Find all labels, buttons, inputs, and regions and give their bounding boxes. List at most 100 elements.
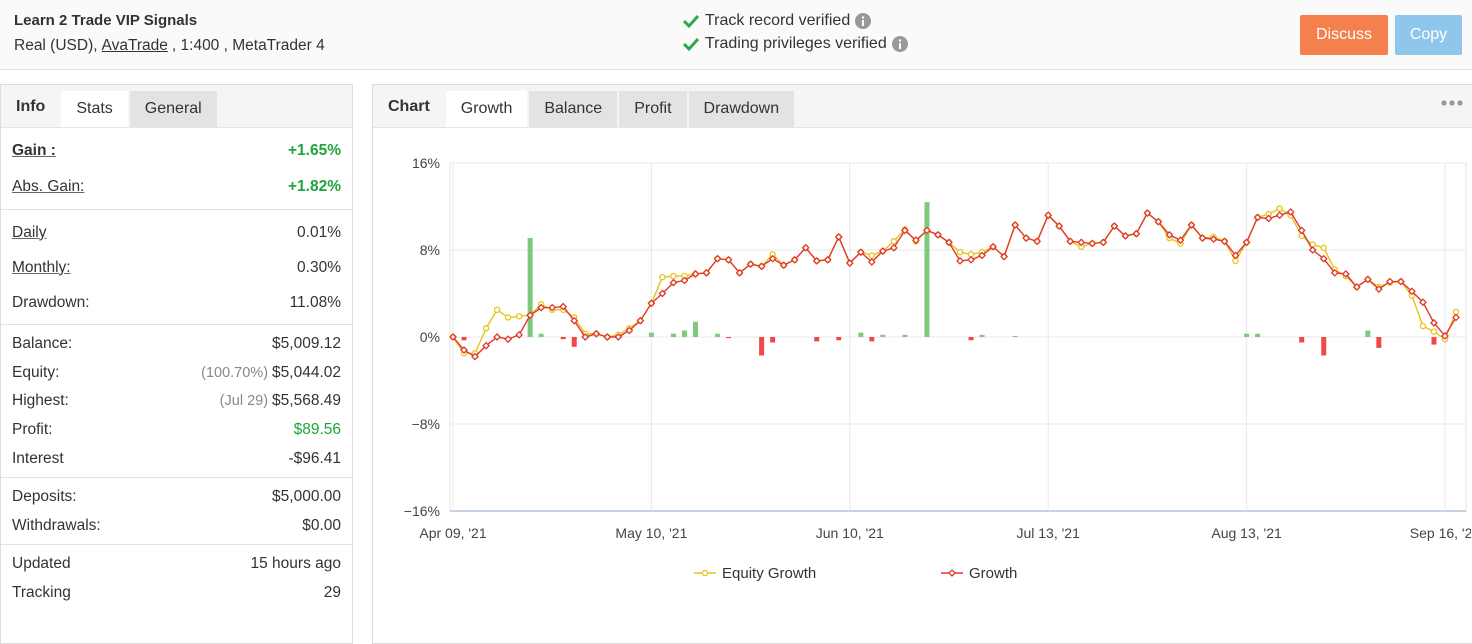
stat-label: Monthly:	[12, 258, 71, 276]
panel-heading[interactable]: Chart	[388, 98, 430, 115]
data-point	[1209, 235, 1218, 244]
data-point	[746, 260, 755, 269]
stats-list: Gain : +1.65% Abs. Gain: +1.82% Daily 0.01% Mo…	[1, 128, 352, 611]
data-point	[1000, 252, 1009, 261]
data-point	[1110, 222, 1119, 230]
x-tick-label: Sep 16, '21	[1410, 525, 1471, 541]
y-tick-label: 16%	[412, 155, 440, 171]
page: Learn 2 Trade VIP Signals Real (USD), Ava…	[0, 12, 1472, 644]
data-point	[1441, 331, 1449, 340]
stats-row: Monthly: 0.30%	[1, 250, 352, 285]
y-tick-label: −8%	[412, 416, 440, 432]
data-point	[989, 242, 997, 251]
data-point	[559, 302, 568, 311]
verified-item: Trading privileges verified	[682, 35, 908, 53]
info-icon[interactable]	[855, 13, 872, 29]
legend-marker	[701, 569, 709, 577]
bar	[858, 332, 864, 337]
bar	[869, 337, 875, 342]
data-point	[1143, 209, 1152, 217]
stat-value: 29	[323, 584, 341, 602]
stats-row: Deposits: $5,000.00	[1, 483, 352, 512]
info-icon[interactable]	[891, 36, 908, 52]
data-point	[1276, 205, 1283, 212]
tab[interactable]: General	[129, 91, 217, 127]
tab[interactable]: Stats	[61, 91, 128, 127]
broker-link[interactable]: AvaTrade	[101, 37, 168, 54]
check-icon	[682, 14, 700, 29]
stat-value-box: 11.08%	[290, 294, 341, 312]
data-point	[603, 333, 612, 341]
data-point	[1022, 234, 1031, 242]
bar	[560, 337, 566, 340]
tab[interactable]: Balance	[529, 91, 618, 127]
account-details: , 1:400 , MetaTrader 4	[171, 37, 325, 54]
stat-value: +1.82%	[287, 178, 341, 195]
copy-button[interactable]: Copy	[1395, 15, 1462, 55]
data-point	[812, 256, 821, 265]
stat-label: Balance:	[12, 335, 73, 353]
data-point	[890, 238, 898, 245]
data-point	[1033, 237, 1042, 246]
stats-row: Updated 15 hours ago	[1, 550, 352, 579]
stats-group: Daily 0.01% Monthly: 0.30% Drawdown: 11.08%	[1, 210, 352, 325]
data-point	[1066, 237, 1075, 246]
stats-row: Abs. Gain: +1.82%	[1, 169, 352, 205]
stats-row: Interest -$96.41	[1, 444, 352, 473]
bar	[571, 337, 577, 347]
data-point	[471, 352, 479, 361]
data-point	[823, 255, 832, 264]
tab[interactable]: Profit	[619, 91, 687, 127]
data-point	[1396, 277, 1405, 286]
menu-icon[interactable]	[1441, 99, 1463, 107]
data-point	[647, 299, 656, 308]
stat-value-box: (Jul 29) $5,568.49	[220, 392, 341, 410]
tab[interactable]: Growth	[445, 91, 528, 127]
data-point	[548, 303, 557, 312]
stats-row: Drawdown: 11.08%	[1, 285, 352, 320]
data-point	[967, 255, 975, 264]
data-point	[504, 314, 512, 321]
stat-label: Tracking	[12, 584, 71, 602]
data-point	[537, 303, 546, 312]
data-point	[845, 259, 854, 267]
legend-label: Growth	[969, 565, 1017, 582]
stat-value: +1.65%	[287, 142, 341, 159]
stats-row: Balance: $5,009.12	[1, 330, 352, 359]
stat-label: Deposits:	[12, 488, 77, 506]
bar	[461, 337, 467, 341]
stat-label: Gain :	[12, 142, 56, 159]
stat-value-box: $5,000.00	[272, 488, 341, 506]
tab[interactable]: Drawdown	[688, 91, 795, 127]
stats-row: Gain : +1.65%	[1, 133, 352, 169]
stat-label: Equity:	[12, 363, 60, 381]
data-point	[1088, 239, 1097, 248]
verified-text: Track record verified	[705, 12, 851, 29]
data-point	[515, 313, 523, 320]
stat-label: Profit:	[12, 421, 53, 439]
bar	[648, 332, 654, 337]
data-point	[614, 333, 623, 341]
data-point	[1320, 244, 1327, 252]
stats-group: Balance: $5,009.12 Equity: (100.70%) $5,044.…	[1, 325, 352, 478]
data-point	[735, 268, 744, 277]
data-point	[978, 251, 986, 260]
stat-value: -$96.41	[288, 449, 341, 467]
data-point	[790, 255, 799, 264]
data-point	[1341, 270, 1350, 278]
x-tick-label: Apr 09, '21	[419, 525, 486, 541]
data-point	[867, 258, 876, 266]
bar	[1244, 333, 1250, 337]
discuss-button[interactable]: Discuss	[1300, 15, 1388, 55]
data-point	[1430, 328, 1438, 335]
bar	[527, 238, 533, 337]
data-point	[1419, 298, 1427, 307]
data-point	[900, 226, 909, 235]
data-point	[1165, 230, 1174, 239]
stat-value-box: $5,009.12	[272, 335, 341, 353]
data-point	[1231, 251, 1240, 260]
data-point	[1242, 238, 1251, 247]
stat-note: (Jul 29)	[219, 393, 269, 410]
data-point	[691, 270, 700, 278]
panel-heading[interactable]: Info	[16, 98, 46, 115]
